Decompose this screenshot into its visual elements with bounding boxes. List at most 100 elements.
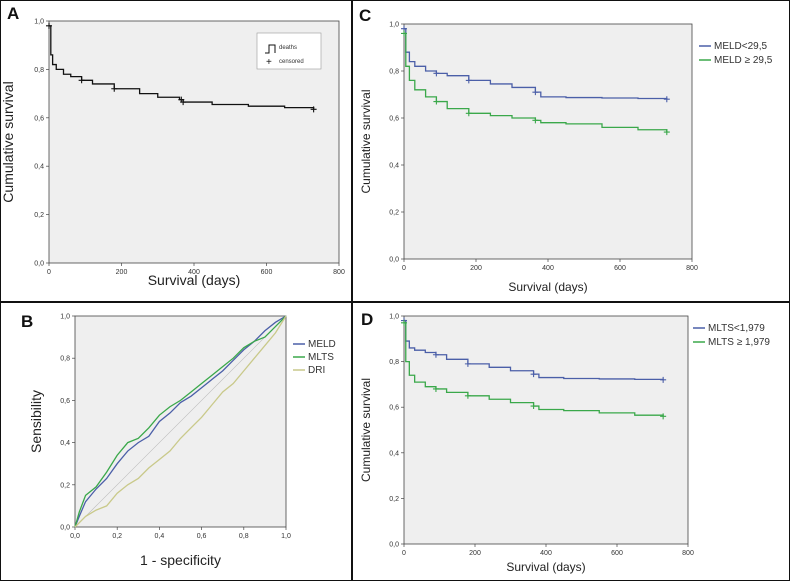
curves-c — [401, 25, 670, 136]
ytick-label: 0,0 — [389, 542, 399, 549]
censor-mark — [532, 117, 539, 124]
curves-d — [401, 317, 667, 420]
axis-ticks-c: 0,0 0,2 0,4 0,6 0,8 1,0 0 200 400 600 800 Survival … — [359, 22, 698, 295]
xtick-label: 200 — [470, 265, 482, 272]
series-line-meld — [74, 315, 287, 528]
plot-area-d — [403, 315, 689, 545]
ytick-label: 0,0 — [34, 261, 44, 268]
panel-c: C 0,0 0,2 0,4 0,6 0,8 1,0 0 200 400 600 800 Surviva… — [352, 0, 790, 302]
ytick-label: 0,8 — [389, 359, 399, 366]
roc-chart-b: B 0,0 0,2 0,4 0,6 0,8 1,0 0,0 0,2 0,4 0,6 0,8 1,0 1 … — [21, 312, 336, 569]
xtick-label: 0,6 — [197, 533, 207, 540]
xtick-label: 600 — [261, 269, 273, 276]
legend-deaths: deaths — [279, 45, 297, 51]
censor-mark — [660, 376, 667, 383]
censor-mark — [660, 413, 667, 420]
ytick-label: 0,6 — [389, 405, 399, 412]
axis-ticks-b: 0,0 0,2 0,4 0,6 0,8 1,0 0,0 0,2 0,4 0,6 0,8 1,0 1 - … — [28, 314, 291, 569]
series-line-mlts-1-979 — [404, 319, 664, 381]
legend-label: DRI — [308, 365, 325, 376]
ytick-label: 0,4 — [389, 450, 399, 457]
series-line-mlts-1-979 — [404, 322, 664, 417]
censor-mark — [530, 371, 537, 378]
ytick-label: 1,0 — [60, 314, 70, 321]
legend-label: MELD<29,5 — [714, 41, 768, 52]
y-axis-title: Cumulative survival — [359, 378, 373, 482]
censor-mark — [663, 129, 670, 136]
panel-d: D 0,0 0,2 0,4 0,6 0,8 1,0 0 200 400 600 800 Surviva… — [352, 302, 790, 581]
censor-mark — [464, 360, 471, 367]
censor-mark — [530, 403, 537, 410]
panel-b: B 0,0 0,2 0,4 0,6 0,8 1,0 0,0 0,2 0,4 0,6 0,8 1,0 1 … — [0, 302, 352, 581]
censor-mark — [78, 77, 85, 84]
censor-mark — [401, 30, 407, 37]
ytick-label: 1,0 — [389, 22, 399, 29]
curves-a — [46, 22, 317, 113]
panel-label-c: C — [359, 6, 371, 25]
ytick-label: 0,6 — [60, 398, 70, 405]
ytick-label: 0,8 — [34, 67, 44, 74]
xtick-label: 400 — [540, 550, 552, 557]
xtick-label: 0 — [47, 269, 51, 276]
panel-label-d: D — [361, 310, 373, 329]
panel-label-a: A — [7, 4, 19, 23]
censor-mark — [401, 319, 407, 326]
x-axis-title: Survival (days) — [148, 272, 241, 288]
censor-mark — [432, 351, 439, 358]
km-chart-c: C 0,0 0,2 0,4 0,6 0,8 1,0 0 200 400 600 800 Surviva… — [359, 6, 773, 295]
xtick-label: 0,8 — [239, 533, 249, 540]
xtick-label: 0,0 — [70, 533, 80, 540]
legend-box-a — [256, 32, 322, 70]
plot-area-c — [403, 23, 693, 260]
censor-mark — [432, 385, 439, 392]
panel-a: A 0,0 0,2 0,4 0,6 0,8 1,0 0 200 400 600 800 Surviva… — [0, 0, 352, 302]
y-axis-title: Cumulative survival — [1, 81, 16, 202]
ytick-label: 0,0 — [389, 257, 399, 264]
ytick-label: 0,4 — [34, 164, 44, 171]
ytick-label: 1,0 — [389, 314, 399, 321]
ytick-label: 0,6 — [34, 115, 44, 122]
xtick-label: 0,2 — [112, 533, 122, 540]
x-axis-title: Survival (days) — [508, 280, 587, 294]
legend-label: MLTS — [308, 352, 334, 363]
xtick-label: 200 — [116, 269, 128, 276]
legend-a: deaths + censored — [256, 32, 322, 70]
legend-b: MELD MLTS DRI — [293, 339, 336, 376]
ytick-label: 0,8 — [60, 356, 70, 363]
x-axis-title: Survival (days) — [506, 560, 585, 574]
censor-mark — [111, 85, 118, 92]
legend-censored: censored — [279, 59, 304, 65]
axis-ticks-a: 0,0 0,2 0,4 0,6 0,8 1,0 0 200 400 600 800 Survival … — [1, 19, 345, 289]
censor-mark — [433, 98, 440, 105]
km-chart-d: D 0,0 0,2 0,4 0,6 0,8 1,0 0 200 400 600 800 Surviva… — [359, 310, 770, 575]
axis-ticks-d: 0,0 0,2 0,4 0,6 0,8 1,0 0 200 400 600 800 Survival … — [359, 314, 694, 575]
legend-c: MELD<29,5 MELD ≥ 29,5 — [699, 41, 773, 66]
y-axis-title: Sensibility — [28, 390, 44, 453]
curves-b — [74, 315, 287, 528]
xtick-label: 800 — [682, 550, 694, 557]
ytick-label: 0,2 — [389, 496, 399, 503]
series-line-meld-29-5 — [404, 32, 668, 133]
deaths-step-icon — [265, 44, 276, 54]
ytick-label: 0,2 — [389, 210, 399, 217]
panel-label-b: B — [21, 312, 33, 331]
xtick-label: 800 — [686, 265, 698, 272]
ytick-label: 0,2 — [60, 482, 70, 489]
xtick-label: 400 — [542, 265, 554, 272]
series-line-dri — [74, 315, 287, 528]
xtick-label: 200 — [469, 550, 481, 557]
xtick-label: 1,0 — [281, 533, 291, 540]
x-axis-title: 1 - specificity — [140, 552, 221, 568]
censor-mark — [465, 77, 472, 84]
censor-mark — [464, 392, 471, 399]
xtick-label: 600 — [614, 265, 626, 272]
censor-mark — [663, 96, 670, 103]
legend-label: MLTS<1,979 — [708, 323, 765, 334]
reference-diagonal — [74, 315, 287, 528]
censor-mark — [465, 110, 472, 117]
censor-mark — [310, 106, 317, 113]
censor-mark — [46, 22, 52, 29]
xtick-label: 0 — [402, 265, 406, 272]
ytick-label: 0,4 — [60, 440, 70, 447]
xtick-label: 600 — [611, 550, 623, 557]
